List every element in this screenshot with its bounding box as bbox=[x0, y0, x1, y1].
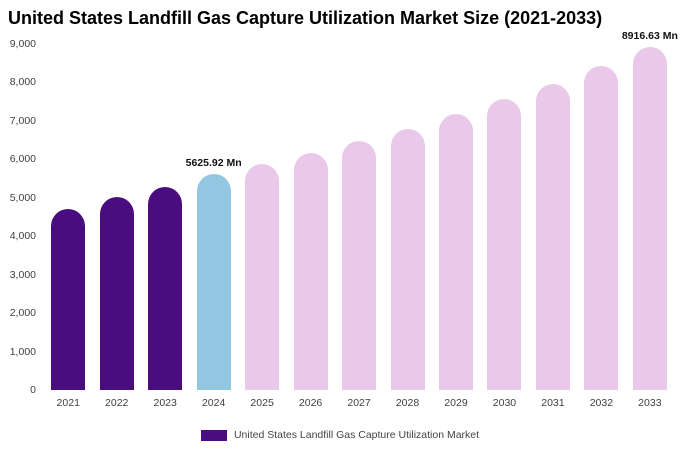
bar-chart: 0 1,000 2,000 3,000 4,000 5,000 6,000 7,000 8,00… bbox=[0, 30, 680, 409]
x-tick-label: 2031 bbox=[541, 397, 565, 409]
bar-value-label: 8916.63 Mn bbox=[621, 30, 678, 43]
bar-column bbox=[286, 44, 334, 390]
bar-2025[interactable] bbox=[245, 163, 280, 390]
bar-2023[interactable] bbox=[148, 186, 183, 390]
legend-swatch-icon bbox=[200, 429, 227, 441]
y-axis: 0 1,000 2,000 3,000 4,000 5,000 6,000 7,000 8,00… bbox=[0, 38, 40, 396]
bar-2032[interactable] bbox=[584, 66, 619, 390]
x-tick-label: 2022 bbox=[105, 397, 129, 409]
x-tick-label: 2033 bbox=[638, 397, 662, 409]
y-tick-label: 8,000 bbox=[9, 76, 36, 89]
bar-2024[interactable] bbox=[196, 173, 231, 390]
bar-2027[interactable] bbox=[342, 141, 377, 390]
y-tick-label: 2,000 bbox=[9, 307, 36, 320]
bar-column bbox=[238, 44, 286, 390]
y-tick-label: 6,000 bbox=[9, 153, 36, 166]
y-tick-label: 9,000 bbox=[9, 38, 36, 50]
bar-2030[interactable] bbox=[487, 99, 522, 390]
bar-value-label: 5625.92 Mn bbox=[185, 156, 242, 169]
x-tick-label: 2023 bbox=[153, 397, 177, 409]
bar-2026[interactable] bbox=[293, 152, 328, 390]
bar-2031[interactable] bbox=[535, 83, 570, 390]
chart-title: United States Landfill Gas Capture Utili… bbox=[8, 8, 603, 28]
y-tick-label: 1,000 bbox=[9, 345, 36, 358]
bar-column bbox=[335, 44, 383, 390]
x-tick-label: 2024 bbox=[201, 397, 226, 409]
legend-label: United States Landfill Gas Capture Utili… bbox=[233, 429, 480, 441]
y-tick-label: 5,000 bbox=[9, 191, 36, 204]
x-tick-label: 2027 bbox=[347, 397, 371, 409]
bar-column bbox=[44, 44, 92, 390]
x-tick-label: 2021 bbox=[56, 397, 80, 409]
bar-column bbox=[432, 44, 480, 390]
bar-column: 8916.63 Mn bbox=[622, 30, 678, 390]
x-tick-label: 2026 bbox=[298, 397, 323, 409]
x-tick-label: 2028 bbox=[395, 397, 420, 409]
bar-column bbox=[92, 44, 140, 390]
bar-column bbox=[529, 44, 577, 390]
bar-2029[interactable] bbox=[438, 114, 473, 390]
bar-2022[interactable] bbox=[99, 197, 134, 390]
bar-column bbox=[383, 44, 431, 390]
y-tick-label: 7,000 bbox=[9, 114, 36, 127]
x-tick-label: 2025 bbox=[250, 397, 274, 409]
y-tick-label: 3,000 bbox=[9, 268, 36, 281]
x-tick-label: 2030 bbox=[492, 397, 517, 409]
bar-2021[interactable] bbox=[51, 208, 86, 390]
bar-column bbox=[480, 44, 528, 390]
bar-column bbox=[141, 44, 189, 390]
plot-area: 5625.92 Mn 8916.63 Mn bbox=[44, 30, 678, 390]
y-tick-label: 4,000 bbox=[9, 230, 36, 243]
bar-column bbox=[577, 44, 625, 390]
x-axis: 2021 2022 2023 2024 2025 2026 2027 2028 2029 2030… bbox=[44, 397, 674, 409]
y-tick-label: 0 bbox=[30, 384, 36, 396]
bar-2028[interactable] bbox=[390, 128, 425, 390]
legend-item[interactable]: United States Landfill Gas Capture Utili… bbox=[0, 429, 680, 441]
x-tick-label: 2032 bbox=[589, 397, 614, 409]
bar-2033[interactable] bbox=[632, 47, 667, 390]
bar-column: 5625.92 Mn bbox=[186, 44, 242, 390]
x-tick-label: 2029 bbox=[444, 397, 468, 409]
